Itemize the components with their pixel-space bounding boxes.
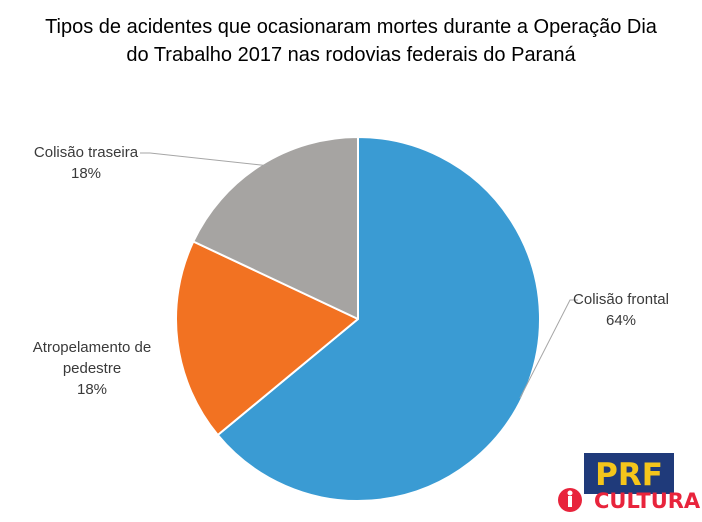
prf-cultura-logo: PRF CULTURA bbox=[558, 453, 701, 513]
prf-logo-background bbox=[584, 453, 674, 494]
signal-icon-stem bbox=[568, 496, 572, 507]
cultura-logo-text: CULTURA bbox=[594, 489, 701, 513]
slice-labels: Colisão frontal 64% Atropelamento de pedest… bbox=[33, 144, 669, 398]
slice-category-label-2-0: Colisão traseira bbox=[34, 144, 139, 161]
slice-category-label-1-1: pedestre bbox=[63, 360, 121, 377]
chart-title-line-1: Tipos de acidentes que ocasionaram morte… bbox=[45, 16, 658, 38]
slice-category-label-1-0: Atropelamento de bbox=[33, 339, 151, 356]
leader-line-2 bbox=[140, 152, 271, 167]
slice-value-label-2: 18% bbox=[71, 165, 101, 182]
leader-lines bbox=[140, 152, 578, 399]
chart-title-line-2: do Trabalho 2017 nas rodovias federais d… bbox=[126, 44, 576, 66]
pie-slices bbox=[175, 136, 541, 502]
slice-value-label-1: 18% bbox=[77, 381, 107, 398]
chart-title: Tipos de acidentes que ocasionaram morte… bbox=[45, 16, 658, 66]
prf-logo-text: PRF bbox=[595, 457, 663, 493]
slice-category-label-0-0: Colisão frontal bbox=[573, 291, 669, 308]
leader-line-0 bbox=[519, 299, 578, 399]
signal-icon-dot bbox=[567, 490, 573, 496]
slice-value-label-0: 64% bbox=[606, 312, 636, 329]
pie-slice-1 bbox=[175, 240, 359, 437]
pie-slice-0 bbox=[216, 136, 541, 502]
signal-icon bbox=[558, 488, 582, 512]
